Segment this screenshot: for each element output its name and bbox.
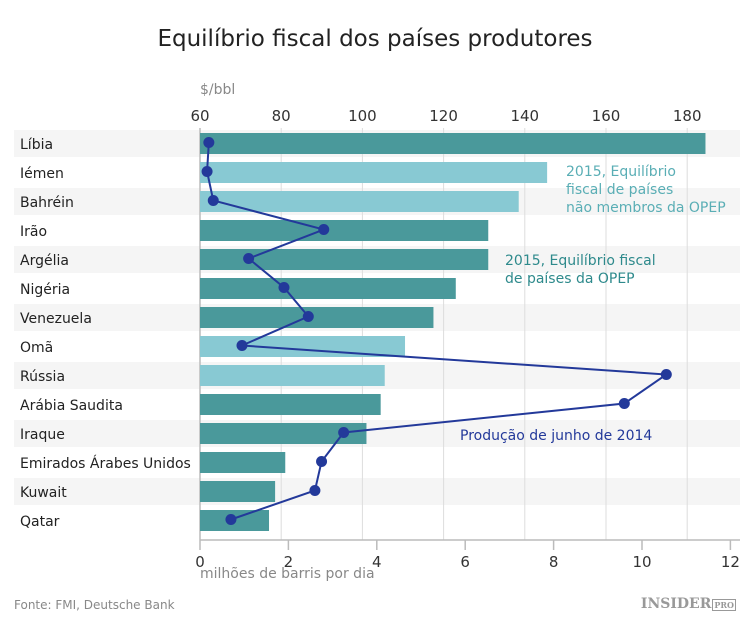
category-label: Qatar	[20, 514, 60, 530]
category-label: Emirados Árabes Unidos	[20, 455, 191, 472]
bottom-axis-label: milhões de barris por dia	[200, 566, 375, 582]
production-point	[201, 166, 213, 177]
bottom-tick-label: 8	[549, 553, 559, 571]
category-label: Kuwait	[20, 485, 67, 501]
bar	[200, 278, 456, 299]
production-point	[316, 456, 328, 467]
annotation-line: 2015, Equilíbrio fiscal	[505, 253, 656, 269]
production-point	[660, 369, 672, 380]
bar	[200, 365, 385, 386]
category-label: Venezuela	[20, 311, 92, 327]
annotation-non-opec: 2015, Equilíbrio fiscal de países não me…	[566, 163, 726, 217]
bar	[200, 452, 286, 473]
insider-pro-logo: INSIDER PRO	[641, 596, 736, 612]
production-point	[309, 485, 321, 496]
top-tick-label: 100	[348, 107, 377, 125]
production-line	[206, 142, 670, 521]
production-point	[207, 195, 219, 206]
top-tick-label: 60	[190, 107, 209, 125]
logo-text: INSIDER	[640, 596, 712, 612]
annotation-opec: 2015, Equilíbrio fiscal de países da OPE…	[505, 252, 656, 288]
row-background	[14, 478, 740, 505]
production-point	[203, 137, 215, 148]
production-point	[618, 398, 630, 409]
annotation-line: não membros da OPEP	[566, 200, 726, 216]
production-point	[318, 224, 330, 235]
bar	[200, 162, 548, 183]
bar	[200, 481, 276, 502]
bar	[200, 220, 489, 241]
logo-sub: PRO	[712, 599, 736, 611]
bottom-tick-label: 12	[721, 553, 740, 571]
bar	[200, 394, 381, 415]
annotation-line: 2015, Equilíbrio	[566, 164, 676, 180]
category-label: Iraque	[20, 427, 65, 443]
bottom-tick-label: 6	[460, 553, 470, 571]
chart-title: Equilíbrio fiscal dos países produtores	[157, 26, 593, 52]
annotation-line: fiscal de países	[566, 182, 674, 198]
top-axis-label: $/bbl	[200, 82, 236, 98]
category-label: Arábia Saudita	[20, 398, 123, 414]
source-note: Fonte: FMI, Deutsche Bank	[14, 598, 175, 612]
production-point	[236, 340, 248, 351]
production-point	[278, 282, 290, 293]
bar	[200, 133, 706, 154]
category-label: Omã	[20, 340, 53, 356]
bar	[200, 423, 367, 444]
annotation-production: Produção de junho de 2014	[460, 428, 653, 444]
top-tick-label: 140	[510, 107, 539, 125]
category-label: Líbia	[20, 137, 53, 153]
category-label: Nigéria	[20, 282, 70, 298]
production-point	[302, 311, 314, 322]
bar	[200, 249, 489, 270]
bottom-tick-label: 10	[632, 553, 651, 571]
bottom-tick-label: 0	[195, 553, 205, 571]
bar	[200, 191, 519, 212]
bottom-tick-label: 4	[372, 553, 382, 571]
category-label: Bahréin	[20, 195, 74, 211]
category-label: Argélia	[20, 253, 69, 269]
top-tick-label: 80	[272, 107, 291, 125]
top-tick-label: 160	[592, 107, 621, 125]
production-point	[243, 253, 255, 264]
production-point	[338, 427, 350, 438]
row-background	[14, 420, 740, 447]
top-tick-label: 120	[429, 107, 458, 125]
top-tick-label: 180	[673, 107, 702, 125]
bar	[200, 307, 434, 328]
production-point	[225, 514, 237, 525]
category-label: Iémen	[20, 166, 64, 182]
category-label: Irão	[20, 224, 47, 240]
bottom-tick-label: 2	[284, 553, 294, 571]
annotation-line: de países da OPEP	[505, 271, 635, 287]
category-label: Rússia	[20, 369, 65, 385]
